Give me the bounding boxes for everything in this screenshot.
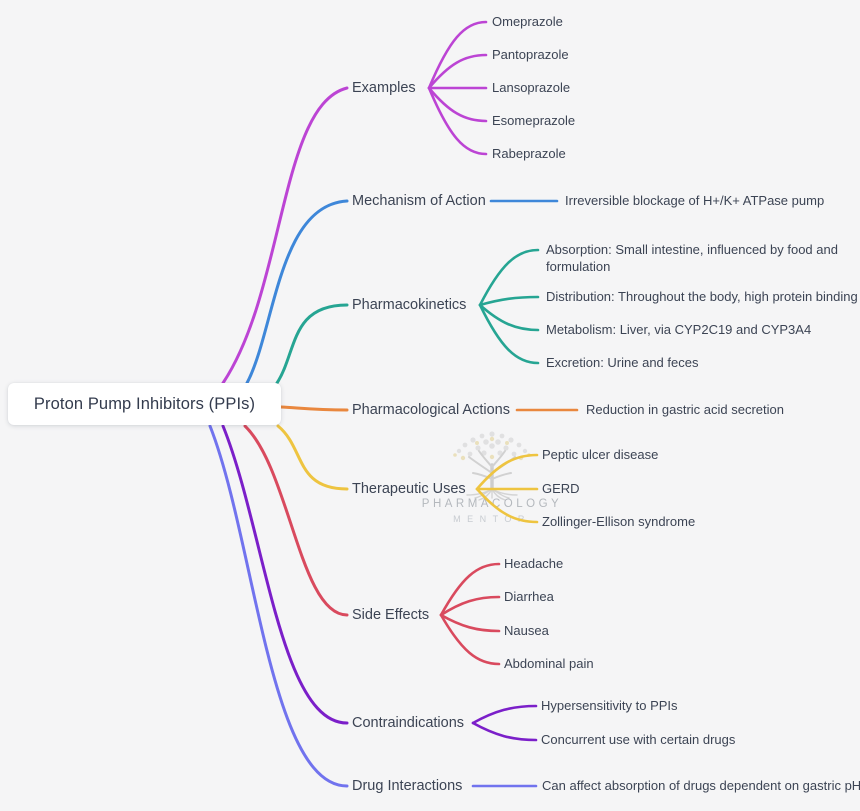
root-node-label: Proton Pump Inhibitors (PPIs) xyxy=(33,394,256,413)
child-label-contraindications-1[interactable]: Concurrent use with certain drugs xyxy=(541,732,736,747)
child-label-pharmacokinetics-3[interactable]: Excretion: Urine and feces xyxy=(546,355,699,370)
node-label-side-effects[interactable]: Side Effects xyxy=(352,607,430,623)
child-label-side-effects-1[interactable]: Diarrhea xyxy=(504,589,554,604)
link-side-effects-child-2 xyxy=(439,613,501,633)
child-label-pharmacokinetics-1[interactable]: Distribution: Throughout the body, high … xyxy=(546,289,858,304)
link-therapeutic-uses-child-0 xyxy=(475,453,539,491)
link-pharmacokinetics-child-0 xyxy=(478,248,540,307)
link-pharmacokinetics-child-2 xyxy=(478,303,540,332)
link-examples-child-1 xyxy=(427,53,488,90)
link-side-effects-child-1 xyxy=(439,595,501,617)
child-label-examples-3[interactable]: Esomeprazole xyxy=(492,113,576,128)
child-label-therapeutic-uses-0[interactable]: Peptic ulcer disease xyxy=(542,447,659,462)
link-root-side-effects xyxy=(243,424,349,617)
link-examples-child-3 xyxy=(427,86,488,123)
link-root-drug-interactions xyxy=(208,424,349,788)
child-label-therapeutic-uses-2[interactable]: Zollinger-Ellison syndrome xyxy=(542,514,696,529)
child-label-examples-0[interactable]: Omeprazole xyxy=(492,14,563,29)
node-label-mechanism-of-action[interactable]: Mechanism of Action xyxy=(352,193,486,209)
link-side-effects-child-0 xyxy=(439,562,501,617)
child-label-examples-2[interactable]: Lansoprazole xyxy=(492,80,571,95)
child-label-mechanism-of-action-0[interactable]: Irreversible blockage of H+/K+ ATPase pu… xyxy=(565,193,825,208)
child-label-contraindications-0[interactable]: Hypersensitivity to PPIs xyxy=(541,698,678,713)
child-label-side-effects-3[interactable]: Abdominal pain xyxy=(504,656,594,671)
child-label-therapeutic-uses-1[interactable]: GERD xyxy=(542,481,580,496)
node-label-drug-interactions[interactable]: Drug Interactions xyxy=(352,778,463,794)
link-therapeutic-uses-child-2 xyxy=(475,487,539,524)
child-label-side-effects-0[interactable]: Headache xyxy=(504,556,564,571)
child-label-pharmacokinetics-0[interactable]: Absorption: Small intestine, influenced … xyxy=(546,242,838,274)
link-root-pharmacological-actions xyxy=(279,405,349,412)
link-examples-child-4 xyxy=(427,86,488,156)
child-label-side-effects-2[interactable]: Nausea xyxy=(504,623,549,638)
link-root-pharmacokinetics xyxy=(275,303,349,385)
root-node[interactable]: Proton Pump Inhibitors (PPIs) xyxy=(8,383,281,425)
child-label-pharmacokinetics-2[interactable]: Metabolism: Liver, via CYP2C19 and CYP3A… xyxy=(546,322,812,337)
link-root-examples xyxy=(221,86,349,385)
link-root-therapeutic-uses xyxy=(276,424,349,491)
link-pharmacokinetics-child-1 xyxy=(478,295,540,307)
link-examples-child-0 xyxy=(427,20,488,90)
node-label-contraindications[interactable]: Contraindications xyxy=(352,715,465,731)
link-pharmacokinetics-child-3 xyxy=(478,303,540,365)
link-side-effects-child-3 xyxy=(439,613,501,666)
node-label-pharmacological-actions[interactable]: Pharmacological Actions xyxy=(352,402,510,418)
link-root-contraindications xyxy=(221,424,349,725)
child-label-examples-1[interactable]: Pantoprazole xyxy=(492,47,569,62)
link-root-mechanism-of-action xyxy=(245,199,349,385)
child-label-drug-interactions-0[interactable]: Can affect absorption of drugs dependent… xyxy=(542,778,860,793)
child-label-pharmacological-actions-0[interactable]: Reduction in gastric acid secretion xyxy=(586,402,784,417)
link-contraindications-child-0 xyxy=(471,704,538,725)
child-label-examples-4[interactable]: Rabeprazole xyxy=(492,146,566,161)
node-label-pharmacokinetics[interactable]: Pharmacokinetics xyxy=(352,297,467,313)
node-label-therapeutic-uses[interactable]: Therapeutic Uses xyxy=(352,481,466,497)
link-contraindications-child-1 xyxy=(471,721,538,742)
node-label-examples[interactable]: Examples xyxy=(352,80,416,96)
